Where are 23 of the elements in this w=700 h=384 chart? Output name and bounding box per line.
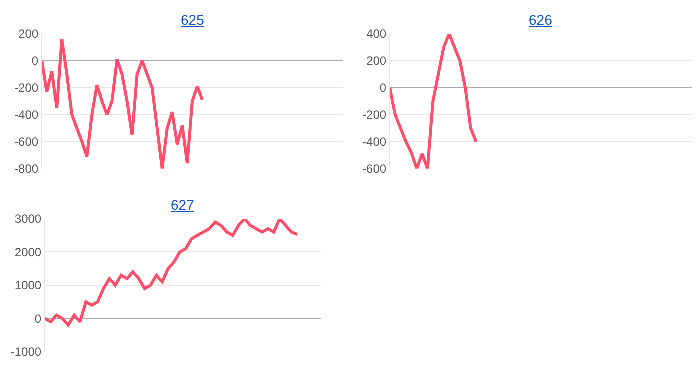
chart-title: 625 (181, 12, 205, 28)
y-tick-label: -200 (14, 81, 39, 96)
y-tick-label: 0 (380, 81, 387, 96)
y-tick-label: -400 (14, 108, 39, 122)
y-tick-label: 400 (366, 27, 387, 42)
y-tick-label: 0 (32, 54, 39, 68)
y-tick-label: -600 (362, 162, 387, 176)
y-tick-label: -800 (14, 162, 39, 176)
y-tick-label: 1000 (14, 278, 42, 293)
y-tick-label: 200 (366, 54, 387, 68)
y-tick-label: -400 (362, 135, 387, 150)
y-tick-label: 0 (34, 312, 42, 326)
line-series (45, 218, 300, 327)
y-tick-label: -1000 (10, 345, 42, 360)
y-tick-label: 2000 (14, 245, 42, 260)
y-tick-label: 3000 (14, 212, 42, 226)
y-tick-label: -200 (362, 108, 387, 122)
line-series (390, 34, 478, 169)
line-series (42, 38, 204, 169)
y-tick-label: 200 (18, 27, 39, 42)
chart-title: 626 (529, 12, 553, 28)
y-tick-label: -600 (14, 135, 39, 150)
chart-title: 627 (171, 197, 195, 213)
